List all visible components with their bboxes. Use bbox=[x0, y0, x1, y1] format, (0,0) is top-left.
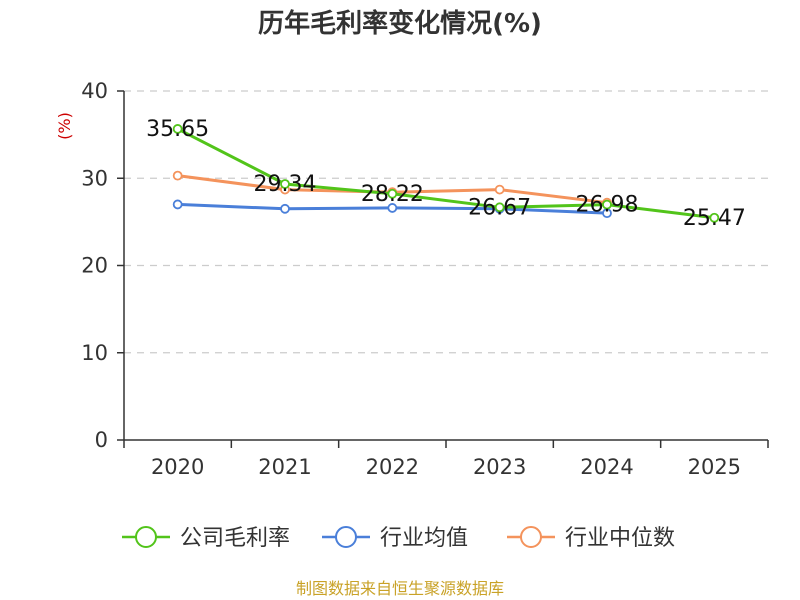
data-point bbox=[172, 124, 183, 134]
legend-marker bbox=[520, 526, 542, 548]
x-tick-label: 2021 bbox=[258, 455, 311, 479]
x-tick-label: 2022 bbox=[366, 455, 419, 479]
data-point bbox=[709, 212, 720, 223]
y-axis-label: (%) bbox=[55, 112, 74, 140]
legend-marker bbox=[135, 526, 157, 548]
data-label: 28.22 bbox=[361, 182, 424, 207]
y-tick-label: 20 bbox=[81, 254, 108, 278]
legend-label: 行业中位数 bbox=[565, 526, 675, 551]
data-point bbox=[172, 199, 183, 210]
legend-label: 公司毛利率 bbox=[180, 526, 290, 551]
y-tick-label: 30 bbox=[81, 166, 108, 190]
data-point bbox=[172, 170, 183, 181]
x-tick-label: 2020 bbox=[151, 455, 204, 479]
y-tick-label: 10 bbox=[81, 341, 108, 365]
data-point bbox=[494, 184, 505, 195]
data-label: 26.98 bbox=[576, 193, 639, 218]
data-point bbox=[387, 203, 398, 213]
x-tick-label: 2025 bbox=[688, 455, 741, 479]
source-note: 制图数据来自恒生聚源数据库 bbox=[296, 579, 504, 598]
data-label: 26.67 bbox=[468, 195, 531, 220]
x-tick-label: 2024 bbox=[580, 455, 633, 479]
data-label: 25.47 bbox=[683, 206, 746, 231]
data-label: 35.65 bbox=[146, 117, 209, 142]
data-point bbox=[280, 179, 290, 189]
chart-title: 历年毛利率变化情况(%) bbox=[258, 8, 542, 39]
series-line bbox=[176, 127, 715, 220]
data-point bbox=[494, 202, 505, 213]
y-tick-label: 0 bbox=[95, 428, 108, 452]
data-point bbox=[387, 188, 398, 199]
data-label: 29.34 bbox=[254, 172, 317, 197]
y-tick-label: 40 bbox=[81, 79, 108, 103]
data-point bbox=[602, 199, 612, 210]
x-tick-label: 2023 bbox=[473, 455, 526, 479]
legend-label: 行业均值 bbox=[380, 526, 468, 551]
data-point bbox=[280, 203, 290, 214]
legend-marker bbox=[335, 526, 357, 548]
